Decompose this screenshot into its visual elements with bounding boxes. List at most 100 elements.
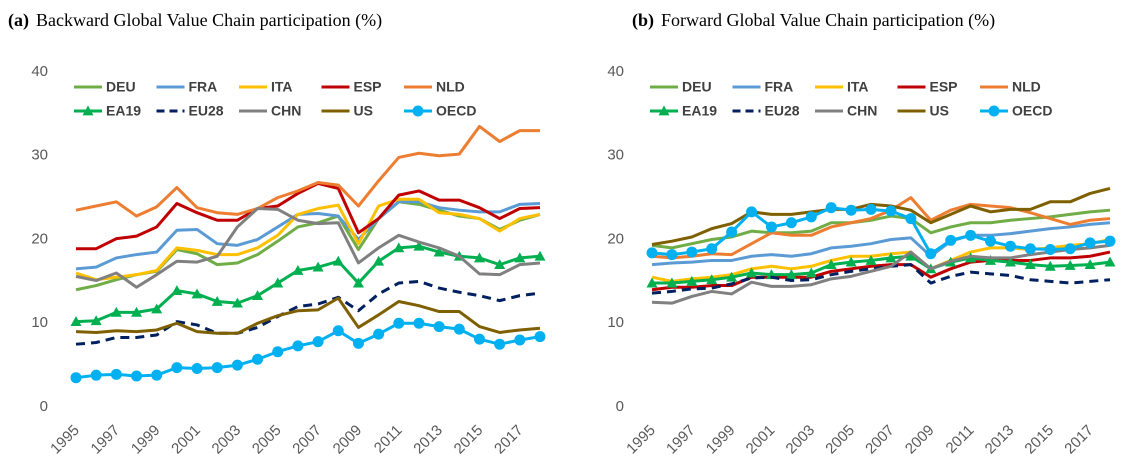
marker (373, 255, 385, 266)
series-line (75, 197, 541, 282)
marker (433, 246, 445, 257)
marker (1084, 237, 1096, 249)
marker (1024, 259, 1036, 270)
x-tick-label: 1999 (128, 422, 164, 458)
marker (110, 368, 122, 380)
legend-label: EU28 (765, 103, 800, 119)
marker (433, 321, 445, 333)
marker (211, 362, 223, 374)
legend-label: CHN (271, 103, 301, 119)
marker (686, 246, 698, 258)
marker (658, 105, 670, 116)
marker (191, 362, 203, 374)
marker (885, 205, 897, 217)
x-tick-label: 2007 (289, 422, 325, 458)
marker (393, 242, 405, 253)
x-tick-label: 2013 (410, 422, 446, 458)
marker (171, 285, 183, 295)
marker (746, 206, 758, 218)
marker (785, 269, 797, 280)
x-tick-label: 2001 (168, 422, 204, 458)
legend-label: US (354, 103, 373, 119)
legend-label: EA19 (106, 103, 141, 119)
y-tick-label: 20 (31, 230, 48, 247)
marker (82, 105, 94, 116)
y-tick-label: 40 (31, 63, 48, 80)
marker (825, 259, 837, 270)
y-tick-label: 30 (31, 147, 48, 164)
marker (413, 317, 425, 329)
series-line (75, 296, 541, 335)
marker (726, 226, 738, 238)
panel: 0 10 20 30 40 1995 1997 1999 2001 2003 2005 2007 200… (31, 63, 546, 458)
marker (1044, 244, 1056, 256)
marker (191, 288, 203, 299)
legend-label: FRA (765, 79, 794, 95)
legend-label: ITA (847, 79, 869, 95)
marker (805, 267, 817, 278)
y-tick-label: 10 (31, 314, 48, 331)
legend-label: CHN (847, 103, 877, 119)
legend-label: FRA (189, 79, 218, 95)
x-tick-label: 2015 (1021, 422, 1057, 458)
marker (412, 105, 424, 117)
marker (70, 372, 82, 384)
marker (845, 256, 857, 267)
marker (885, 252, 897, 263)
y-tick-label: 40 (607, 63, 624, 80)
marker (352, 277, 364, 288)
marker (1084, 259, 1096, 270)
marker (825, 202, 837, 214)
marker (666, 249, 678, 261)
panel-label: (a) (8, 10, 29, 31)
marker (726, 271, 738, 282)
panel-title: (a) Backward Global Value Chain participa… (8, 10, 382, 31)
marker (211, 295, 223, 306)
x-tick-label: 2009 (902, 422, 938, 458)
marker (805, 211, 817, 223)
legend-label: ESP (930, 79, 958, 95)
marker (272, 346, 284, 358)
marker (765, 221, 777, 233)
marker (706, 243, 718, 255)
marker (110, 306, 122, 317)
marker (312, 336, 324, 348)
marker (352, 337, 364, 349)
x-tick-label: 2015 (451, 422, 487, 458)
marker (646, 277, 658, 288)
legend-label: NLD (436, 79, 465, 95)
marker (151, 369, 163, 381)
marker (985, 254, 997, 265)
marker (945, 234, 957, 246)
panel-label: (b) (632, 10, 654, 31)
legend-label: EA19 (682, 103, 717, 119)
x-tick-label: 2009 (330, 422, 366, 458)
marker (292, 264, 304, 275)
series-line (651, 208, 1111, 250)
x-tick-label: 2017 (491, 422, 527, 458)
marker (988, 105, 1000, 117)
marker (453, 323, 465, 335)
marker (706, 274, 718, 285)
legend-label: OECD (436, 103, 476, 119)
marker (905, 250, 917, 261)
marker (785, 217, 797, 229)
x-tick-label: 2003 (783, 422, 819, 458)
marker (473, 333, 485, 345)
x-tick-label: 2011 (943, 422, 978, 457)
title-text: Backward Global Value Chain participatio… (36, 10, 382, 31)
series-line (76, 181, 541, 251)
y-tick-label: 20 (607, 230, 624, 247)
marker (292, 340, 304, 352)
legend-label: EU28 (189, 103, 224, 119)
legend-label: NLD (1012, 79, 1041, 95)
y-tick-label: 0 (40, 398, 48, 415)
marker (473, 252, 485, 263)
marker (865, 203, 877, 215)
marker (413, 240, 425, 251)
marker (1024, 243, 1036, 255)
marker (252, 290, 264, 301)
x-tick-label: 2007 (862, 422, 898, 458)
marker (514, 252, 526, 263)
marker (1064, 259, 1076, 270)
